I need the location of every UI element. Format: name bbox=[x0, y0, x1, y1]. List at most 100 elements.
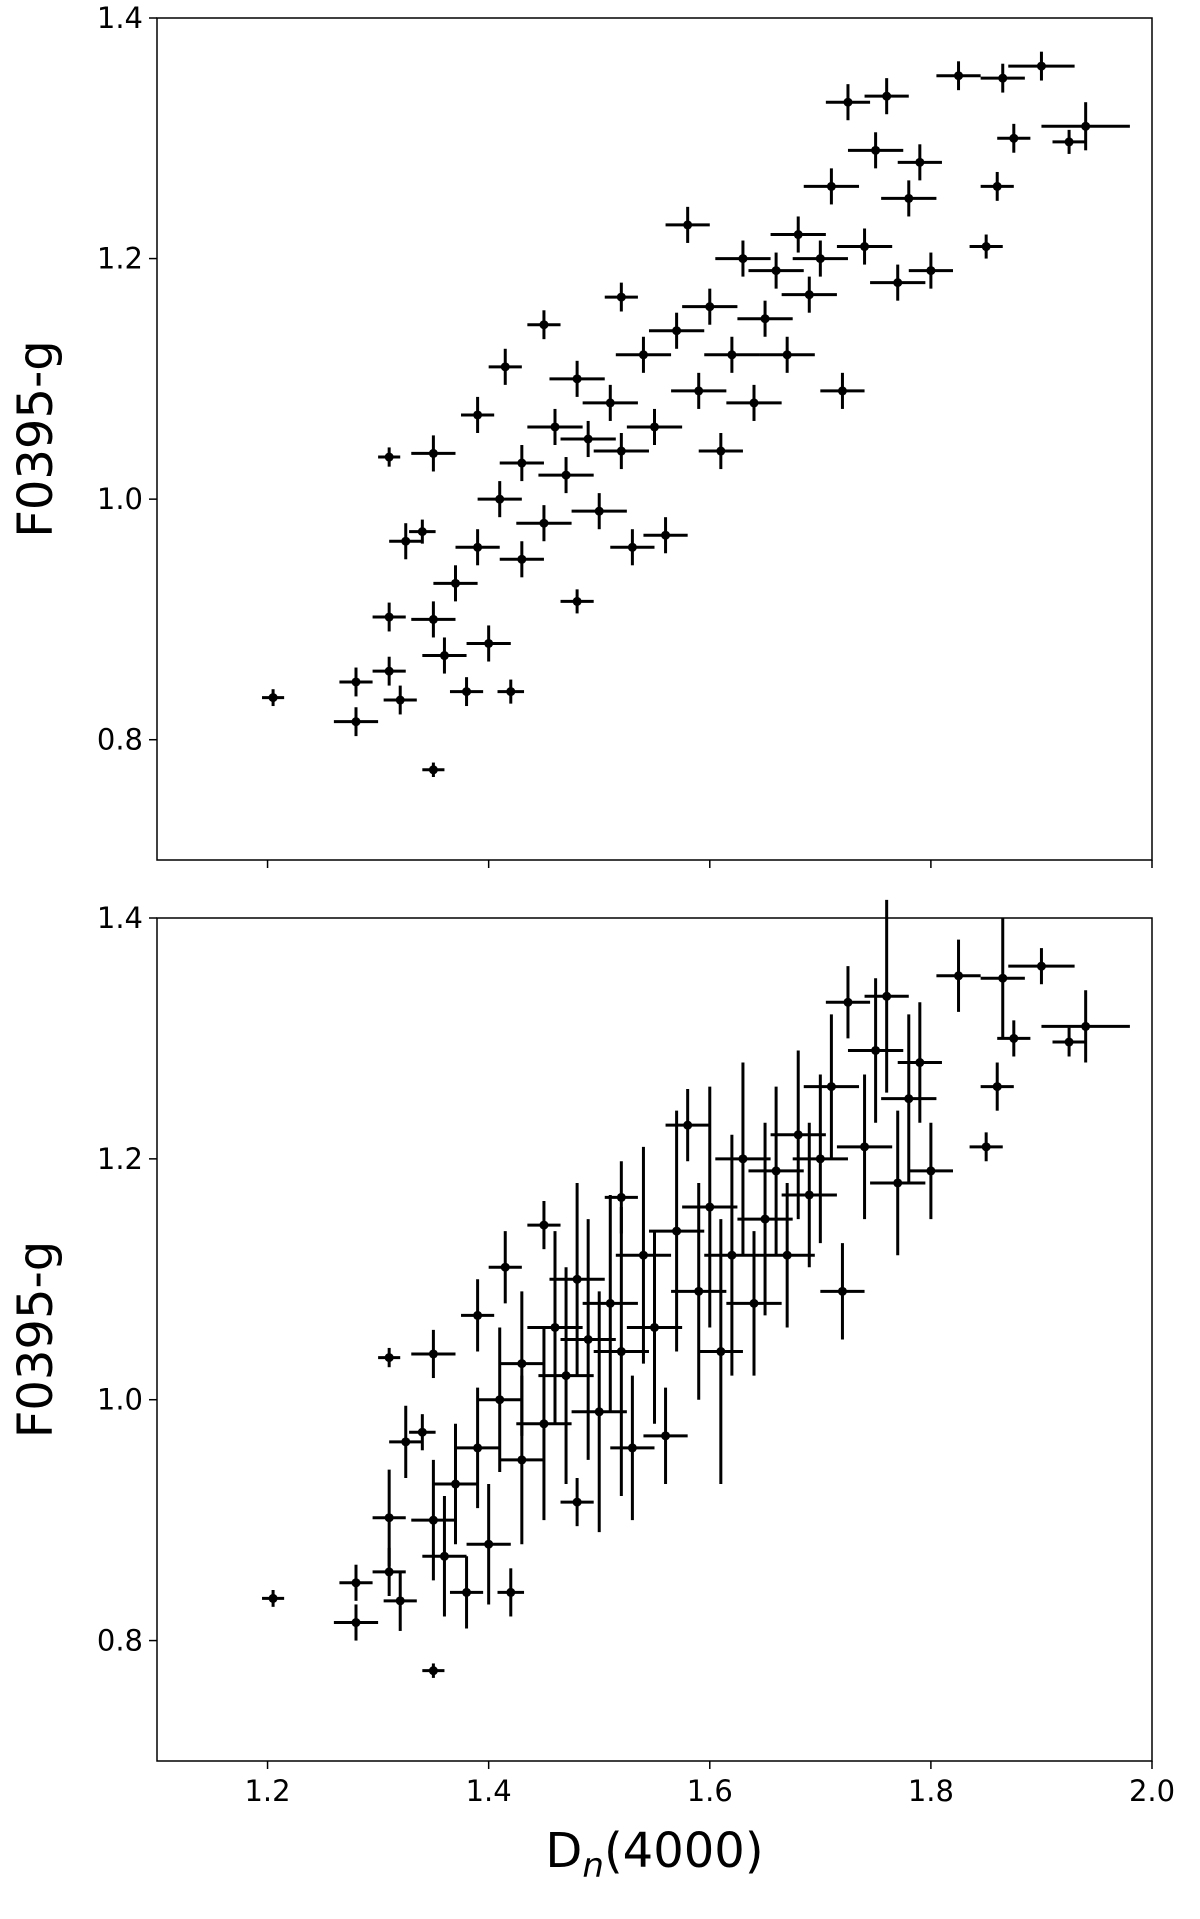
x-axis-label-main: D bbox=[545, 1823, 582, 1879]
point bbox=[517, 1359, 527, 1369]
point bbox=[705, 302, 715, 312]
point bbox=[837, 386, 847, 396]
point bbox=[793, 230, 803, 240]
point bbox=[462, 687, 472, 697]
point bbox=[843, 97, 853, 107]
point bbox=[954, 971, 964, 981]
point bbox=[837, 1286, 847, 1296]
point bbox=[661, 1431, 671, 1441]
point bbox=[738, 254, 748, 264]
point bbox=[539, 320, 549, 330]
x-tick-label: 2.0 bbox=[1129, 1774, 1175, 1808]
point bbox=[439, 651, 449, 661]
point bbox=[605, 1298, 615, 1308]
y-tick-label: 1.0 bbox=[97, 482, 143, 516]
point bbox=[268, 693, 278, 703]
point bbox=[384, 452, 394, 462]
point bbox=[428, 448, 438, 458]
point bbox=[871, 145, 881, 155]
point bbox=[981, 242, 991, 252]
y-tick-label: 0.8 bbox=[97, 723, 143, 757]
point bbox=[428, 765, 438, 775]
point bbox=[992, 1082, 1002, 1092]
point bbox=[517, 458, 527, 468]
x-axis-label-rest: (4000) bbox=[604, 1823, 764, 1879]
point bbox=[804, 1190, 814, 1200]
point bbox=[572, 1274, 582, 1284]
point bbox=[428, 1515, 438, 1525]
y-tick-label: 1.0 bbox=[97, 1383, 143, 1417]
point bbox=[815, 1154, 825, 1164]
y-axis-label: F0395-g bbox=[8, 1241, 64, 1439]
y-tick-label: 1.2 bbox=[97, 242, 143, 276]
y-tick-label: 0.8 bbox=[97, 1624, 143, 1658]
plot-frame bbox=[156, 17, 1153, 861]
point bbox=[401, 1437, 411, 1447]
point bbox=[473, 542, 483, 552]
x-tick-label: 1.6 bbox=[687, 1774, 733, 1808]
y-tick-label: 1.4 bbox=[97, 1, 143, 35]
point bbox=[915, 1058, 925, 1068]
point bbox=[473, 1443, 483, 1453]
point bbox=[826, 181, 836, 191]
point bbox=[451, 578, 460, 588]
point bbox=[650, 1322, 659, 1332]
point bbox=[843, 997, 853, 1007]
point bbox=[561, 1371, 571, 1381]
point bbox=[749, 398, 759, 408]
point bbox=[705, 1202, 715, 1212]
point bbox=[384, 1513, 394, 1523]
point bbox=[506, 1587, 516, 1597]
point bbox=[1081, 121, 1091, 131]
point bbox=[500, 1262, 510, 1272]
point bbox=[1036, 61, 1046, 71]
point bbox=[583, 434, 593, 444]
point bbox=[616, 446, 626, 456]
point bbox=[661, 530, 671, 540]
point bbox=[727, 350, 737, 360]
point bbox=[561, 470, 571, 480]
point bbox=[517, 1455, 527, 1465]
point bbox=[473, 1310, 483, 1320]
point bbox=[771, 266, 781, 276]
y-axis-label: F0395-g bbox=[8, 340, 64, 538]
point bbox=[384, 612, 394, 622]
point bbox=[683, 1120, 693, 1130]
point bbox=[804, 290, 814, 300]
point bbox=[1009, 1033, 1019, 1043]
point bbox=[550, 422, 560, 432]
point bbox=[782, 350, 792, 360]
point bbox=[860, 242, 870, 252]
point bbox=[1009, 133, 1019, 143]
point bbox=[926, 1166, 936, 1176]
point bbox=[716, 446, 726, 456]
point bbox=[384, 1353, 394, 1363]
point bbox=[716, 1347, 726, 1357]
point bbox=[893, 278, 903, 288]
point bbox=[616, 1192, 626, 1202]
point bbox=[926, 266, 936, 276]
point bbox=[539, 1419, 549, 1429]
point bbox=[727, 1250, 737, 1260]
point bbox=[401, 536, 411, 546]
point bbox=[495, 1395, 505, 1405]
point bbox=[395, 1596, 405, 1606]
point bbox=[605, 398, 615, 408]
x-axis-label-sub: n bbox=[582, 1846, 604, 1886]
point bbox=[826, 1082, 836, 1092]
point bbox=[428, 614, 438, 624]
point bbox=[672, 1226, 682, 1236]
point bbox=[351, 717, 361, 727]
point bbox=[539, 518, 549, 528]
point bbox=[384, 666, 394, 676]
point bbox=[351, 677, 361, 687]
point bbox=[594, 506, 604, 516]
point bbox=[428, 1349, 438, 1359]
point bbox=[484, 638, 494, 648]
point bbox=[572, 374, 582, 384]
point bbox=[583, 1335, 593, 1344]
point bbox=[550, 1322, 560, 1332]
point bbox=[782, 1250, 792, 1260]
point bbox=[683, 220, 693, 230]
